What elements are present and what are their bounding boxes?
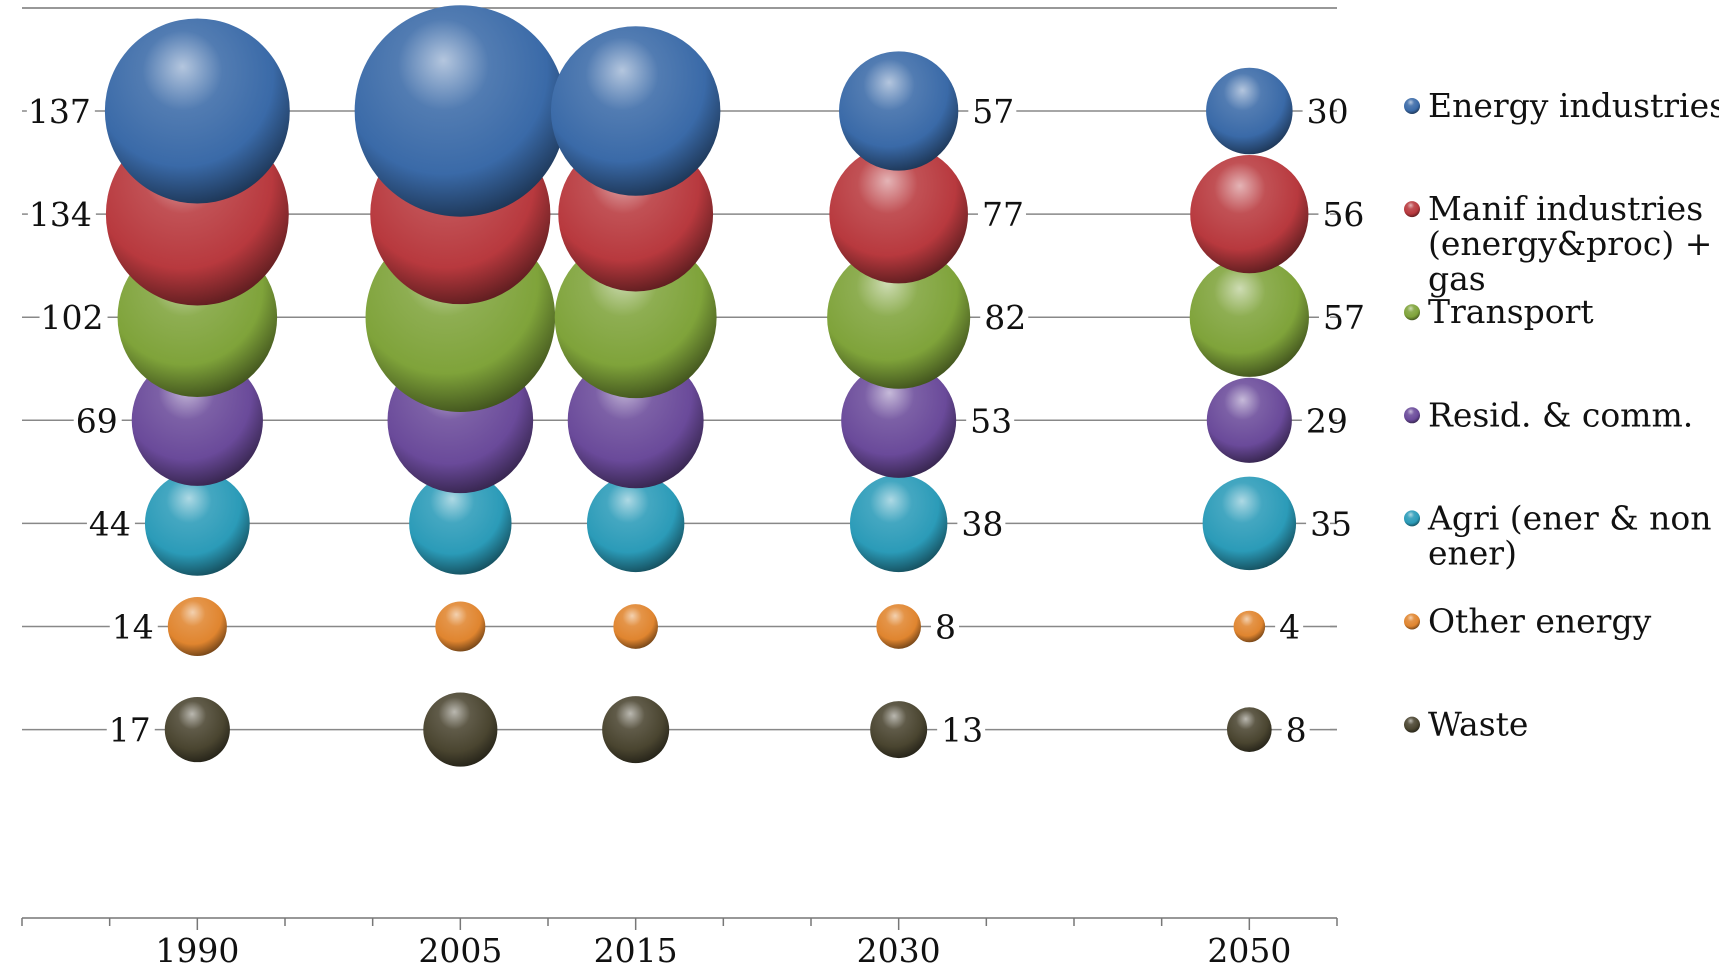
bubble-other-energy-2005 — [435, 601, 486, 652]
bubble-manif-industries-energy-proc-f-gas-2050 — [1190, 154, 1309, 274]
x-axis: 1990 2005 2015 2030 2050 — [21, 917, 1338, 967]
bubble-energy-industries-1990 — [104, 18, 290, 204]
bubble-agri-ener-non-ener-2005 — [409, 472, 512, 575]
bubble-manif-industries-energy-proc-f-gas-2030 — [829, 144, 968, 284]
legend-item-other-energy: Other energy — [1404, 602, 1652, 641]
legend: Energy industries Manif industries (energy… — [1404, 86, 1719, 744]
bubble-waste-2050 — [1226, 707, 1272, 752]
value-label-energy-industries-1990: 137 — [28, 92, 91, 131]
legend-item-transport: Transport — [1404, 292, 1594, 331]
bubble-other-energy-1990 — [167, 596, 227, 657]
bubble-resid-comm-2030 — [841, 362, 957, 478]
legend-label-transport: Transport — [1428, 292, 1594, 331]
legend-marker-manif-industries-energy-proc-f-gas — [1404, 201, 1420, 218]
value-label-agri-ener-non-ener-2030: 38 — [961, 504, 1003, 543]
bubble-agri-ener-non-ener-2050 — [1202, 476, 1297, 571]
legend-item-energy-industries: Energy industries — [1404, 86, 1719, 125]
bubble-waste-2015 — [602, 696, 670, 764]
legend-label-agri-ener-non-ener: Agri (ener & non ener) — [1427, 498, 1711, 572]
bubble-resid-comm-2050 — [1206, 377, 1292, 463]
legend-marker-waste — [1404, 716, 1420, 733]
x-tick-label-2015: 2015 — [594, 931, 678, 967]
legend-item-waste: Waste — [1404, 705, 1528, 744]
value-label-waste-1990: 17 — [109, 711, 151, 750]
legend-item-resid-comm: Resid. & comm. — [1404, 395, 1693, 434]
value-label-other-energy-1990: 14 — [112, 608, 154, 647]
legend-label-other-energy: Other energy — [1428, 602, 1652, 641]
bubble-other-energy-2030 — [876, 604, 922, 649]
bubble-energy-industries-2030 — [839, 51, 959, 171]
value-label-manif-industries-energy-proc-f-gas-2030: 77 — [982, 195, 1024, 234]
value-label-resid-comm-1990: 69 — [76, 401, 118, 440]
legend-item-manif-industries-energy-proc-f-gas: Manif industries(energy&proc) + F-gas — [1404, 189, 1719, 298]
value-label-other-energy-2050: 4 — [1279, 608, 1300, 647]
legend-label-resid-comm: Resid. & comm. — [1428, 395, 1693, 434]
legend-item-agri-ener-non-ener: Agri (ener & non ener) — [1404, 498, 1711, 572]
legend-marker-energy-industries — [1404, 98, 1420, 114]
legend-label-manif-industries-energy-proc-f-gas: Manif industries(energy&proc) + F-gas — [1428, 189, 1719, 298]
value-label-resid-comm-2030: 53 — [970, 401, 1012, 440]
bubble-energy-industries-2015 — [550, 26, 721, 196]
bubble-energy-industries-2050 — [1206, 67, 1293, 155]
bubble-transport-2050 — [1189, 257, 1309, 377]
bubble-agri-ener-non-ener-2015 — [586, 474, 685, 573]
x-tick-label-2030: 2030 — [857, 931, 941, 967]
value-label-transport-2030: 82 — [984, 298, 1026, 337]
value-label-energy-industries-2050: 30 — [1307, 92, 1349, 131]
x-tick-label-2050: 2050 — [1207, 931, 1291, 967]
bubble-other-energy-2015 — [613, 604, 659, 649]
bubble-waste-2005 — [423, 692, 498, 767]
legend-marker-agri-ener-non-ener — [1404, 510, 1420, 527]
legend-label-energy-industries: Energy industries — [1428, 86, 1719, 125]
bubbles — [104, 5, 1309, 767]
bubble-transport-2030 — [827, 245, 971, 389]
value-label-transport-1990: 102 — [41, 298, 104, 337]
value-label-transport-2050: 57 — [1323, 298, 1365, 337]
bubble-waste-2030 — [870, 701, 928, 759]
value-labels: 137 57 30 134 77 56 102 82 57 69 53 29 44 38 35 14 8 4 17 1… — [28, 92, 1365, 750]
bubble-other-energy-2050 — [1233, 610, 1266, 643]
value-label-energy-industries-2030: 57 — [972, 92, 1014, 131]
legend-marker-other-energy — [1404, 613, 1420, 630]
bubble-agri-ener-non-ener-1990 — [144, 470, 250, 576]
legend-marker-transport — [1404, 304, 1420, 321]
value-label-waste-2030: 13 — [941, 711, 983, 750]
bubble-energy-industries-2005 — [354, 5, 567, 217]
bubble-agri-ener-non-ener-2030 — [849, 474, 948, 573]
legend-label-waste: Waste — [1428, 705, 1528, 744]
value-label-agri-ener-non-ener-2050: 35 — [1310, 504, 1352, 543]
value-label-other-energy-2030: 8 — [935, 608, 956, 647]
x-tick-label-1990: 1990 — [155, 931, 239, 967]
value-label-manif-industries-energy-proc-f-gas-2050: 56 — [1322, 195, 1364, 234]
value-label-waste-2050: 8 — [1286, 711, 1307, 750]
value-label-manif-industries-energy-proc-f-gas-1990: 134 — [29, 195, 92, 234]
value-label-agri-ener-non-ener-1990: 44 — [89, 504, 131, 543]
value-label-resid-comm-2050: 29 — [1306, 401, 1348, 440]
x-tick-label-2005: 2005 — [418, 931, 502, 967]
legend-marker-resid-comm — [1404, 407, 1420, 424]
bubble-waste-1990 — [164, 697, 230, 763]
